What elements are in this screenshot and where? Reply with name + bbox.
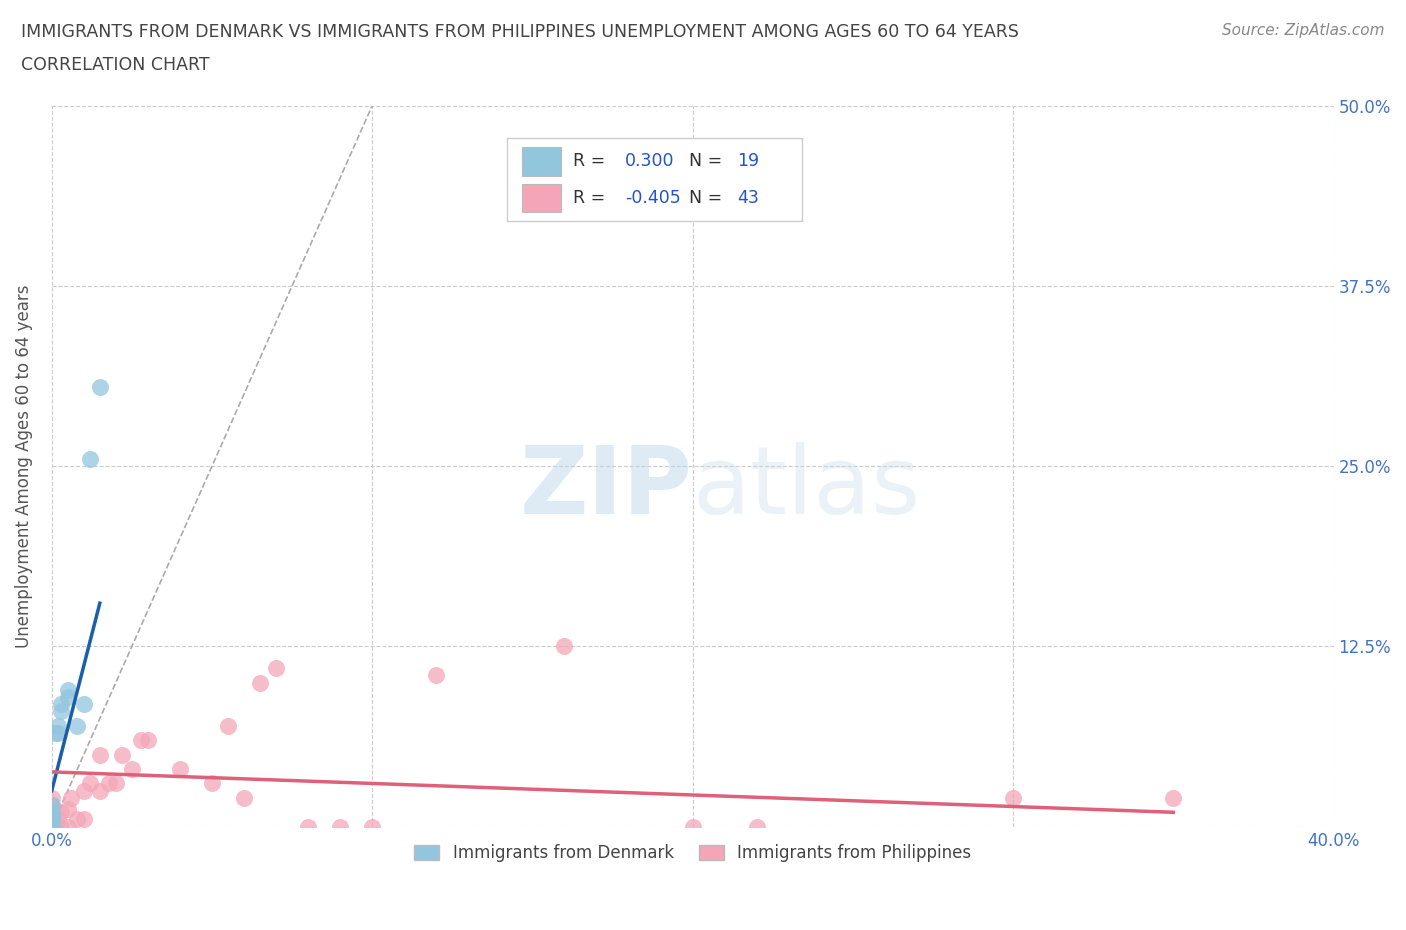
Text: 0.300: 0.300 xyxy=(624,153,675,170)
FancyBboxPatch shape xyxy=(506,139,801,221)
Point xyxy=(682,819,704,834)
Point xyxy=(46,812,69,827)
Point xyxy=(217,718,239,733)
Text: ZIP: ZIP xyxy=(520,442,693,534)
Point xyxy=(79,776,101,790)
Point xyxy=(233,790,256,805)
Point xyxy=(79,452,101,467)
Point xyxy=(136,733,159,748)
Text: R =: R = xyxy=(574,189,612,207)
Point xyxy=(361,819,384,834)
Point xyxy=(104,776,127,790)
Point xyxy=(41,819,63,834)
Point xyxy=(745,819,768,834)
Point xyxy=(66,812,89,827)
Point xyxy=(41,819,63,834)
Point xyxy=(41,819,63,834)
Point xyxy=(201,776,224,790)
Point xyxy=(41,819,63,834)
Point xyxy=(121,762,143,777)
Point xyxy=(46,725,69,740)
Text: N =: N = xyxy=(689,189,727,207)
Point xyxy=(66,718,89,733)
Point xyxy=(51,819,73,834)
FancyBboxPatch shape xyxy=(522,183,561,212)
Point xyxy=(41,812,63,827)
Point xyxy=(51,704,73,719)
Text: R =: R = xyxy=(574,153,612,170)
Point xyxy=(41,802,63,817)
Text: CORRELATION CHART: CORRELATION CHART xyxy=(21,56,209,73)
Point xyxy=(41,798,63,813)
Point xyxy=(41,804,63,819)
Point xyxy=(73,812,96,827)
Text: IMMIGRANTS FROM DENMARK VS IMMIGRANTS FROM PHILIPPINES UNEMPLOYMENT AMONG AGES 6: IMMIGRANTS FROM DENMARK VS IMMIGRANTS FR… xyxy=(21,23,1019,41)
Text: 19: 19 xyxy=(738,153,759,170)
Point xyxy=(41,804,63,819)
Point xyxy=(425,668,447,683)
Point xyxy=(56,819,79,834)
Point xyxy=(1161,790,1184,805)
Point xyxy=(89,379,111,394)
Point xyxy=(44,725,66,740)
Point xyxy=(59,790,82,805)
Point xyxy=(73,783,96,798)
Point xyxy=(89,747,111,762)
Point xyxy=(41,812,63,827)
Point xyxy=(73,697,96,711)
Y-axis label: Unemployment Among Ages 60 to 64 years: Unemployment Among Ages 60 to 64 years xyxy=(15,285,32,648)
Text: -0.405: -0.405 xyxy=(624,189,681,207)
Point xyxy=(297,819,319,834)
Text: N =: N = xyxy=(689,153,727,170)
Point xyxy=(56,802,79,817)
Point xyxy=(56,689,79,704)
Point xyxy=(44,819,66,834)
Point xyxy=(41,798,63,813)
FancyBboxPatch shape xyxy=(522,147,561,176)
Point xyxy=(169,762,191,777)
Point xyxy=(41,819,63,834)
Text: 43: 43 xyxy=(738,189,759,207)
Point xyxy=(264,660,287,675)
Point xyxy=(41,819,63,834)
Point xyxy=(51,697,73,711)
Point xyxy=(89,783,111,798)
Point xyxy=(46,718,69,733)
Point xyxy=(98,776,121,790)
Point xyxy=(56,683,79,698)
Point xyxy=(41,808,63,823)
Point xyxy=(111,747,134,762)
Text: Source: ZipAtlas.com: Source: ZipAtlas.com xyxy=(1222,23,1385,38)
Point xyxy=(131,733,153,748)
Point xyxy=(1002,790,1025,805)
Point xyxy=(41,808,63,823)
Point xyxy=(41,790,63,805)
Point xyxy=(51,804,73,819)
Point xyxy=(553,639,575,654)
Point xyxy=(249,675,271,690)
Text: atlas: atlas xyxy=(693,442,921,534)
Legend: Immigrants from Denmark, Immigrants from Philippines: Immigrants from Denmark, Immigrants from… xyxy=(408,838,977,869)
Point xyxy=(329,819,352,834)
Point xyxy=(41,812,63,827)
